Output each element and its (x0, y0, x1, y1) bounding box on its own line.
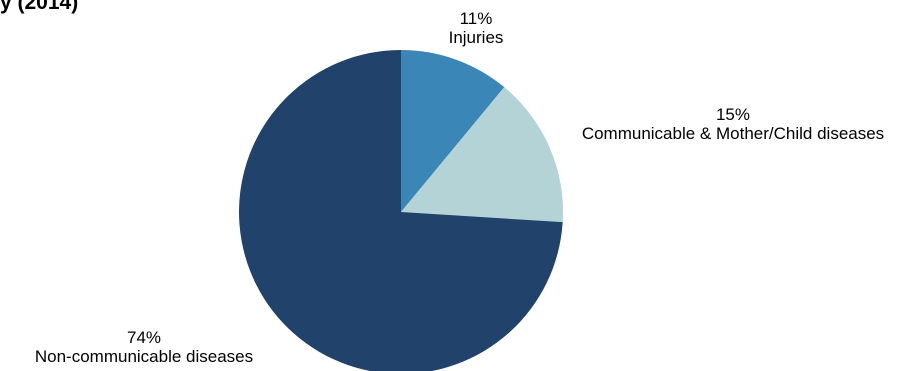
slice-label-non-communicable: 74% Non-communicable diseases (35, 328, 253, 366)
slice-value-label: 74% (126, 328, 162, 347)
pie-slice-communicable-mother-child-diseases (401, 87, 563, 223)
slice-label-injuries: 11% Injuries (449, 9, 504, 47)
pie-slice-non-communicable-diseases (239, 50, 563, 371)
slice-value-label: 11% (459, 9, 493, 28)
slice-name-label: Non-communicable diseases (34, 347, 254, 366)
pie-slice-injuries (401, 50, 505, 212)
chart-title-fragment: y (2014) (0, 0, 79, 14)
slice-name-label: Communicable & Mother/Child diseases (581, 124, 885, 143)
slice-value-label: 15% (715, 105, 751, 124)
slice-name-label: Injuries (448, 28, 504, 47)
slice-label-communicable: 15% Communicable & Mother/Child diseases (582, 105, 884, 143)
